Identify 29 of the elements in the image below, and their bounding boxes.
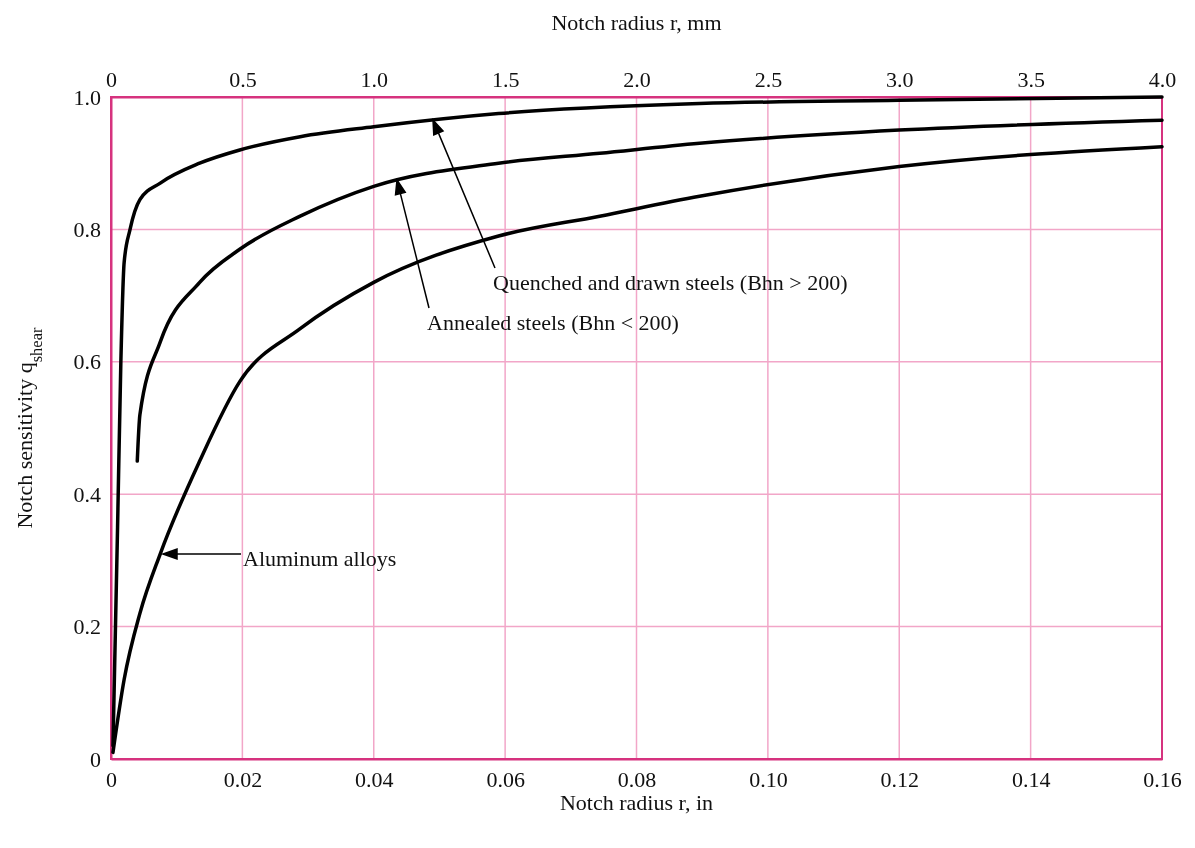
x2-tick-label: 2.0	[623, 67, 651, 92]
x-tick-label: 0.12	[880, 766, 919, 792]
x-tick-label: 0.16	[1143, 766, 1182, 792]
annotation: Quenched and drawn steels (Bhn > 200)	[493, 270, 848, 295]
x-tick-label: 0.14	[1011, 766, 1051, 792]
x2-tick-label: 3.0	[886, 67, 914, 92]
x2-tick-label: 1.0	[360, 67, 388, 92]
y-tick-label: 0.4	[73, 481, 101, 507]
x-tick-label: 0.02	[223, 766, 263, 792]
y-tick-label: 0.6	[73, 349, 101, 375]
x-tick-label: 0	[106, 766, 117, 792]
x-tick-label: 0.04	[355, 766, 394, 792]
x2-tick-label: 1.5	[491, 67, 520, 92]
y-tick-label: 1.0	[73, 84, 101, 110]
y-tick-label: 0.8	[73, 216, 101, 242]
x-axis-title: Notch radius r, in	[559, 790, 714, 815]
annotation: Annealed steels (Bhn < 200)	[427, 310, 679, 335]
y-tick-label: 0	[90, 746, 101, 772]
x2-tick-label: 0	[106, 67, 117, 92]
x2-tick-label: 4.0	[1148, 67, 1177, 92]
x2-axis-title: Notch radius r, mm	[551, 10, 722, 35]
x-tick-label: 0.08	[617, 766, 657, 792]
x2-tick-label: 0.5	[229, 67, 257, 92]
x2-tick-label: 2.5	[754, 67, 783, 92]
x2-tick-label: 3.5	[1017, 67, 1045, 92]
x-tick-label: 0.10	[749, 766, 788, 792]
y-tick-label: 0.2	[73, 614, 101, 640]
x-tick-label: 0.06	[486, 766, 525, 792]
annotation: Aluminum alloys	[243, 546, 397, 571]
